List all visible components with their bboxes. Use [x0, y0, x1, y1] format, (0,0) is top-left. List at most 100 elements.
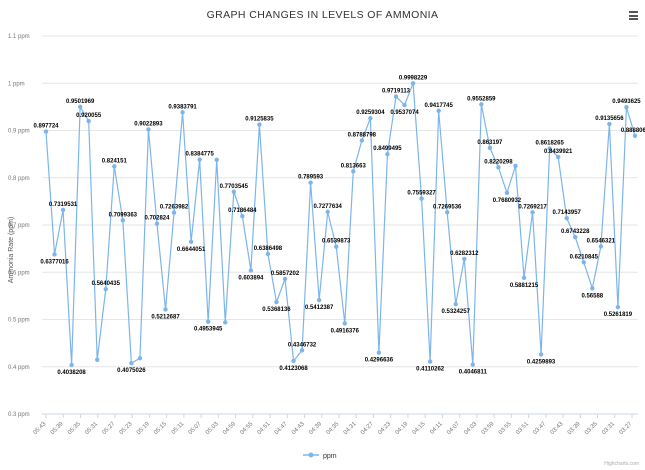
data-point[interactable] [52, 252, 57, 257]
x-tick-label: 05:19 [136, 421, 151, 436]
data-point[interactable] [410, 81, 416, 86]
data-point[interactable] [171, 210, 177, 215]
data-point[interactable] [530, 210, 535, 215]
data-label: 0.56588 [581, 293, 603, 299]
data-point[interactable] [470, 362, 476, 367]
data-point[interactable] [445, 210, 450, 215]
legend[interactable]: ppm [303, 452, 337, 461]
data-point[interactable] [112, 164, 117, 169]
credits-text[interactable]: Highcharts.com [604, 461, 639, 467]
data-point[interactable] [359, 138, 365, 143]
data-point[interactable] [299, 348, 305, 353]
data-point[interactable] [282, 276, 288, 282]
data-point[interactable] [163, 307, 168, 312]
data-point[interactable] [205, 319, 211, 324]
data-point[interactable] [368, 116, 373, 121]
data-label: 0.4953945 [194, 327, 223, 333]
data-point[interactable] [188, 239, 194, 245]
data-point[interactable] [43, 129, 49, 134]
data-point[interactable] [334, 244, 339, 249]
data-point[interactable] [60, 207, 66, 213]
data-point[interactable] [248, 268, 254, 273]
data-label: 0.6377016 [40, 259, 69, 265]
data-label: 0.5857202 [271, 271, 300, 277]
data-point[interactable] [504, 190, 510, 196]
y-axis-title: Ammonia Rate (ppm) [8, 217, 15, 284]
data-point[interactable] [624, 104, 629, 110]
data-point[interactable] [95, 357, 100, 362]
data-point[interactable] [581, 260, 586, 265]
data-point[interactable] [146, 127, 151, 132]
data-point[interactable] [231, 189, 236, 194]
data-label: 0.813663 [341, 163, 367, 169]
data-point[interactable] [615, 304, 621, 310]
data-point[interactable] [180, 110, 185, 115]
x-tick-label: 04:59 [222, 421, 237, 436]
data-point[interactable] [154, 221, 160, 226]
data-point[interactable] [376, 350, 382, 355]
data-label: 0.8788798 [348, 132, 377, 138]
data-point[interactable] [598, 244, 604, 249]
data-point[interactable] [214, 157, 219, 162]
data-label: 0.4075026 [117, 368, 146, 374]
data-point[interactable] [590, 286, 595, 291]
data-point[interactable] [240, 213, 245, 219]
data-point[interactable] [274, 299, 279, 305]
data-point[interactable] [77, 104, 83, 109]
data-label: 0.5261819 [604, 312, 633, 318]
hamburger-menu-icon[interactable] [629, 11, 638, 20]
data-point[interactable] [308, 180, 313, 185]
data-point[interactable] [316, 297, 322, 303]
data-point[interactable] [385, 151, 390, 157]
data-point[interactable] [103, 287, 108, 292]
data-point[interactable] [342, 321, 347, 326]
data-point[interactable] [632, 133, 638, 138]
data-point[interactable] [291, 358, 296, 364]
data-point[interactable] [573, 234, 578, 240]
x-tick-label: 04:39 [308, 421, 323, 436]
data-point[interactable] [453, 301, 458, 307]
data-point[interactable] [197, 157, 202, 162]
data-point[interactable] [607, 121, 612, 127]
data-point[interactable] [69, 362, 74, 368]
y-tick-label: 0.5 ppm [8, 318, 30, 324]
x-tick-label: 05:15 [153, 421, 168, 436]
x-tick-label: 05:35 [67, 421, 82, 436]
data-point[interactable] [129, 361, 134, 366]
data-label: 0.7680932 [493, 198, 522, 204]
data-point[interactable] [402, 102, 407, 108]
data-label: 0.6386498 [254, 246, 283, 252]
data-point[interactable] [223, 320, 228, 325]
data-point[interactable] [257, 122, 262, 127]
data-label: 0.9125835 [245, 117, 274, 123]
data-label: 0.7269217 [518, 204, 547, 210]
data-point[interactable] [325, 209, 330, 215]
data-point[interactable] [487, 145, 493, 151]
data-point[interactable] [419, 196, 424, 201]
data-label: 0.4916376 [331, 328, 360, 334]
data-point[interactable] [564, 215, 569, 221]
data-point[interactable] [496, 165, 501, 170]
data-point[interactable] [547, 146, 552, 151]
data-point[interactable] [462, 256, 467, 262]
data-label: 0.4046811 [459, 370, 488, 376]
data-point[interactable] [265, 251, 271, 257]
data-point[interactable] [555, 154, 561, 160]
data-point[interactable] [436, 108, 441, 113]
data-point[interactable] [86, 118, 91, 124]
data-label: 0.9417745 [424, 103, 453, 109]
data-point[interactable] [513, 163, 518, 169]
data-point[interactable] [120, 218, 126, 223]
data-point[interactable] [137, 356, 143, 361]
data-label: 0.8888069 [621, 128, 645, 134]
data-label: 0.863197 [477, 140, 503, 146]
data-label: 0.9552859 [467, 96, 496, 102]
data-point[interactable] [393, 94, 399, 99]
data-point[interactable] [427, 359, 433, 364]
data-point[interactable] [538, 352, 544, 357]
data-label: 0.9501969 [66, 99, 95, 105]
data-point[interactable] [521, 275, 527, 281]
data-label: 0.5368136 [262, 307, 291, 313]
data-point[interactable] [351, 169, 356, 174]
data-point[interactable] [479, 102, 484, 107]
